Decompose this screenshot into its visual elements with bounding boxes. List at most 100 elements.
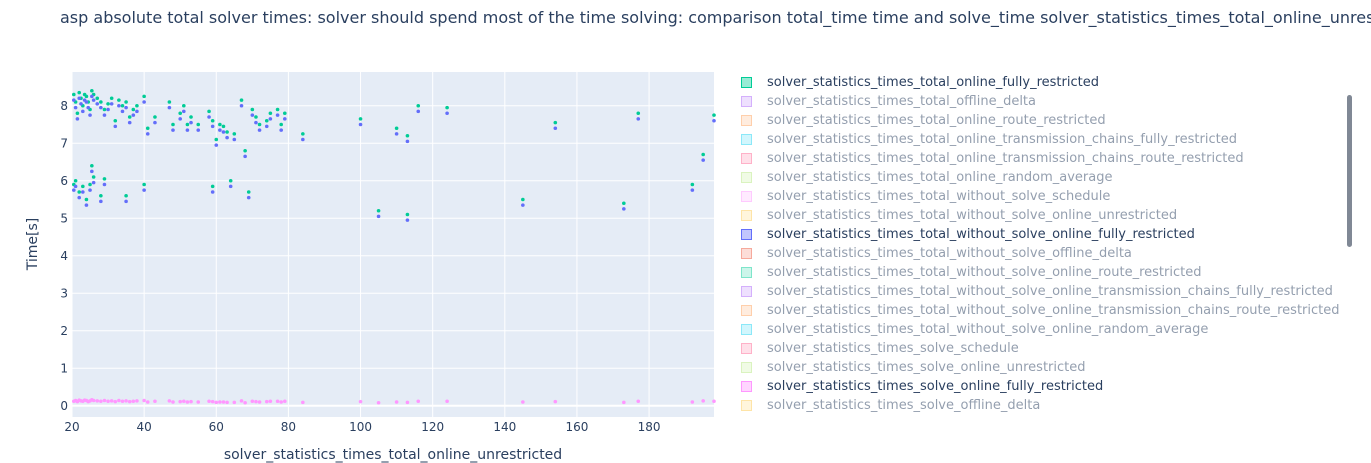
data-point[interactable] <box>282 399 287 404</box>
data-point[interactable] <box>142 182 146 187</box>
data-point[interactable] <box>88 113 92 117</box>
legend-item[interactable]: solver_statistics_times_total_without_so… <box>738 206 1340 225</box>
data-point[interactable] <box>88 188 92 192</box>
data-point[interactable] <box>91 398 96 403</box>
data-point[interactable] <box>167 105 172 110</box>
data-point[interactable] <box>124 199 128 204</box>
data-point[interactable] <box>416 399 421 404</box>
data-point[interactable] <box>182 103 186 108</box>
data-point[interactable] <box>358 117 363 121</box>
plot-area[interactable] <box>72 72 714 417</box>
data-point[interactable] <box>210 399 215 404</box>
data-point[interactable] <box>79 102 83 106</box>
data-point[interactable] <box>553 120 558 125</box>
data-point[interactable] <box>73 105 78 110</box>
data-point[interactable] <box>210 118 215 123</box>
data-point[interactable] <box>521 197 525 202</box>
data-point[interactable] <box>189 115 193 119</box>
legend-item[interactable]: solver_statistics_times_total_online_tra… <box>738 130 1340 149</box>
data-point[interactable] <box>77 90 82 95</box>
data-point[interactable] <box>268 399 273 404</box>
data-point[interactable] <box>257 400 262 404</box>
data-point[interactable] <box>210 190 215 194</box>
data-point[interactable] <box>117 103 121 108</box>
data-point[interactable] <box>257 122 262 127</box>
data-point[interactable] <box>178 399 183 404</box>
legend-item[interactable]: solver_statistics_times_total_online_ful… <box>738 73 1340 92</box>
data-point[interactable] <box>109 399 114 403</box>
data-point[interactable] <box>636 399 641 404</box>
data-point[interactable] <box>189 120 193 125</box>
data-point[interactable] <box>282 111 287 116</box>
data-point[interactable] <box>239 98 244 102</box>
data-point[interactable] <box>701 399 705 403</box>
data-point[interactable] <box>275 399 280 404</box>
data-point[interactable] <box>127 115 132 119</box>
data-point[interactable] <box>210 184 215 189</box>
data-point[interactable] <box>135 109 139 114</box>
data-point[interactable] <box>712 399 716 404</box>
data-point[interactable] <box>445 111 449 116</box>
data-point[interactable] <box>95 399 100 403</box>
data-point[interactable] <box>214 137 219 142</box>
data-point[interactable] <box>81 190 85 194</box>
data-point[interactable] <box>124 399 128 403</box>
data-point[interactable] <box>117 398 121 403</box>
data-point[interactable] <box>301 132 305 136</box>
data-point[interactable] <box>178 117 183 121</box>
data-point[interactable] <box>214 400 219 405</box>
data-point[interactable] <box>120 399 125 404</box>
data-point[interactable] <box>185 400 190 404</box>
data-point[interactable] <box>142 100 146 104</box>
data-point[interactable] <box>243 400 247 405</box>
data-point[interactable] <box>91 180 96 185</box>
data-point[interactable] <box>167 399 172 403</box>
data-point[interactable] <box>102 113 107 117</box>
data-point[interactable] <box>218 122 222 127</box>
data-point[interactable] <box>257 128 262 132</box>
data-point[interactable] <box>84 94 89 99</box>
data-point[interactable] <box>127 120 132 125</box>
data-point[interactable] <box>210 124 215 129</box>
data-point[interactable] <box>394 400 399 404</box>
data-point[interactable] <box>416 109 421 114</box>
data-point[interactable] <box>117 98 121 102</box>
data-point[interactable] <box>521 400 525 404</box>
data-point[interactable] <box>239 103 244 108</box>
data-point[interactable] <box>268 117 273 121</box>
data-point[interactable] <box>232 137 237 142</box>
data-point[interactable] <box>275 107 280 112</box>
data-point[interactable] <box>73 178 78 183</box>
data-point[interactable] <box>232 400 237 405</box>
data-point[interactable] <box>264 399 269 404</box>
data-point[interactable] <box>77 96 82 101</box>
data-point[interactable] <box>91 98 96 102</box>
data-point[interactable] <box>142 188 146 192</box>
data-point[interactable] <box>113 399 118 404</box>
data-point[interactable] <box>264 118 269 123</box>
data-point[interactable] <box>131 113 136 117</box>
legend-scrollbar[interactable] <box>1347 95 1352 247</box>
data-point[interactable] <box>712 113 716 117</box>
data-point[interactable] <box>701 152 705 157</box>
data-point[interactable] <box>405 212 410 217</box>
data-point[interactable] <box>153 399 157 404</box>
data-point[interactable] <box>81 184 85 189</box>
data-point[interactable] <box>636 117 641 121</box>
data-point[interactable] <box>145 132 150 136</box>
data-point[interactable] <box>622 201 626 206</box>
data-point[interactable] <box>254 115 258 119</box>
data-point[interactable] <box>124 193 128 198</box>
data-point[interactable] <box>102 107 107 112</box>
data-point[interactable] <box>178 111 183 116</box>
data-point[interactable] <box>228 178 233 183</box>
data-point[interactable] <box>84 100 89 104</box>
data-point[interactable] <box>72 188 76 192</box>
data-point[interactable] <box>113 118 118 123</box>
data-point[interactable] <box>394 126 399 131</box>
data-point[interactable] <box>120 109 125 114</box>
data-point[interactable] <box>145 400 150 404</box>
legend-item[interactable]: solver_statistics_times_solve_schedule <box>738 339 1340 358</box>
data-point[interactable] <box>72 92 76 97</box>
data-point[interactable] <box>99 105 103 110</box>
